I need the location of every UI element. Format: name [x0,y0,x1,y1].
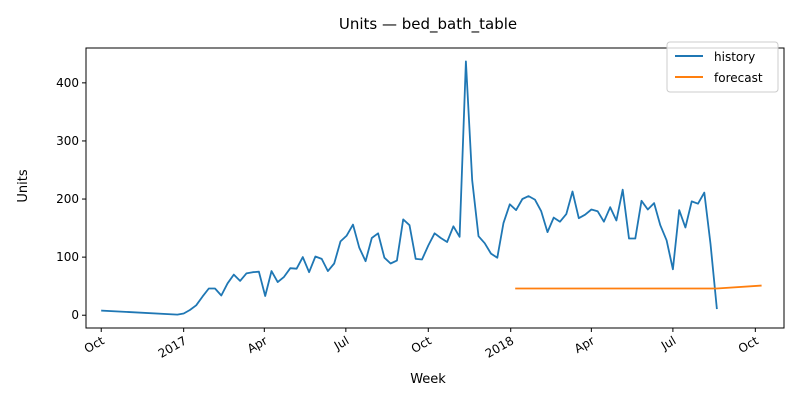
legend: history forecast [666,41,779,93]
x-tick-label: Oct [409,333,434,356]
chart-title: Units — bed_bath_table [339,15,517,34]
y-axis-label: Units [16,169,31,202]
legend-frame [666,41,779,93]
legend-label-history: history [714,50,755,64]
y-tick-label: 200 [56,192,79,206]
x-tick-label: Apr [245,333,270,356]
x-tick-label: Apr [572,333,597,356]
x-tick-label: Jul [658,333,678,353]
x-tick-label: 2017 [156,333,189,360]
x-tick-label: Oct [82,333,107,356]
x-tick-label: Jul [331,333,351,353]
y-tick-label: 300 [56,134,79,148]
axes-frame [85,47,785,329]
series-line-history [101,60,718,316]
y-axis: 0 100 200 300 400 [56,76,86,322]
legend-label-forecast: forecast [714,71,763,85]
series-line-forecast [515,284,762,290]
y-tick-label: 0 [71,308,79,322]
y-tick-label: 400 [56,76,79,90]
x-axis: Oct 2017 Apr Jul Oct 2018 Apr Jul Oct [82,328,761,361]
x-tick-label: Oct [736,333,761,356]
y-tick-label: 100 [56,250,79,264]
plot-area [101,60,762,316]
x-tick-label: 2018 [483,333,516,360]
x-axis-label: Week [410,372,446,387]
